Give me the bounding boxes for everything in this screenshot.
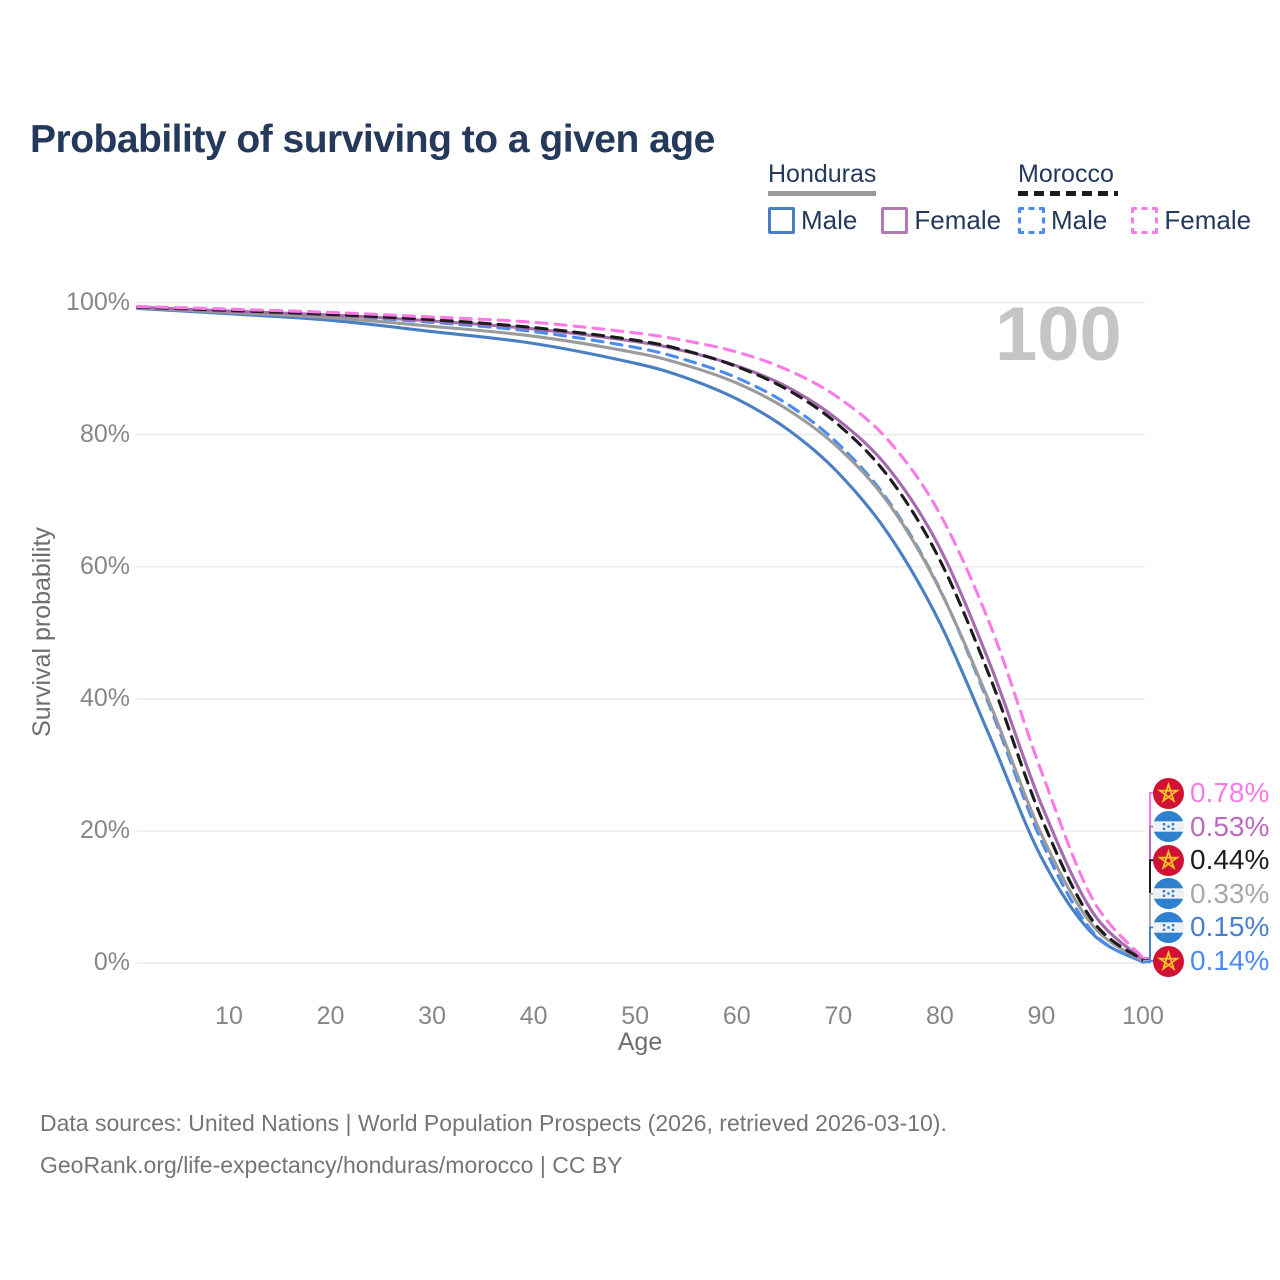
morocco-female-swatch[interactable] [1131, 207, 1159, 234]
morocco-dashed-line-swatch [1018, 191, 1118, 196]
y-tick-label: 100% [66, 287, 130, 316]
series-line-morocco-male [136, 306, 1145, 964]
legend-items-honduras: Male Female [768, 205, 1025, 236]
end-label-row-morocco-female: 0.78% [1153, 777, 1269, 809]
end-label-value: 0.15% [1190, 911, 1270, 943]
legend-country-morocco: Morocco [1018, 160, 1114, 188]
chart-title: Probability of surviving to a given age [30, 118, 715, 162]
morocco-flag-icon [1153, 777, 1184, 809]
legend-item-label: Male [1051, 205, 1108, 235]
y-tick-label: 0% [93, 948, 130, 977]
x-axis-title: Age [617, 1028, 663, 1056]
honduras-flag-icon [1153, 811, 1184, 843]
source-attribution: Data sources: United Nations | World Pop… [40, 1103, 947, 1187]
source-line-1: Data sources: United Nations | World Pop… [40, 1110, 947, 1136]
legend-item-label: Female [914, 205, 1002, 235]
end-label-row-morocco-male: 0.14% [1153, 945, 1269, 977]
series-line-honduras-both-sexes [136, 306, 1145, 963]
x-tick-label: 30 [418, 1002, 446, 1030]
morocco-male-swatch[interactable] [1018, 207, 1045, 234]
honduras-solid-line-swatch [768, 191, 876, 196]
series-line-honduras-female [136, 305, 1145, 962]
x-tick-label: 10 [215, 1002, 243, 1030]
y-tick-label: 80% [79, 419, 130, 448]
legend-group-morocco: Morocco Male Female [1018, 160, 1275, 236]
series-line-honduras-male [136, 306, 1145, 964]
legend-group-honduras: Honduras Male Female [768, 160, 1025, 236]
x-tick-label: 100 [1122, 1002, 1164, 1030]
series-line-morocco-female [136, 304, 1145, 960]
survival-chart-plot [136, 301, 1157, 964]
legend-item-morocco-male[interactable]: Male [1018, 205, 1107, 236]
morocco-flag-icon [1153, 844, 1184, 876]
end-label-value: 0.33% [1190, 877, 1270, 909]
morocco-flag-icon [1153, 945, 1184, 977]
legend-item-honduras-female[interactable]: Female [881, 205, 1001, 236]
end-label-value: 0.78% [1190, 777, 1270, 808]
legend-item-label: Female [1164, 205, 1252, 235]
end-label-value: 0.44% [1190, 844, 1270, 876]
x-tick-label: 80 [925, 1002, 954, 1030]
series-line-morocco-both-sexes [136, 305, 1145, 962]
y-tick-label: 20% [79, 815, 130, 844]
honduras-male-swatch[interactable] [768, 207, 795, 234]
end-label-value: 0.14% [1190, 945, 1270, 976]
honduras-female-swatch[interactable] [881, 207, 909, 234]
x-tick-label: 20 [316, 1002, 345, 1030]
y-axis-title: Survival probability [28, 527, 56, 737]
x-tick-label: 70 [824, 1002, 853, 1030]
y-tick-label: 60% [79, 551, 130, 580]
honduras-flag-icon [1153, 911, 1184, 943]
y-tick-label: 40% [79, 683, 130, 712]
end-label-row-honduras-male: 0.15% [1153, 911, 1269, 943]
end-label-value: 0.53% [1190, 810, 1270, 842]
legend-item-label: Male [801, 205, 858, 235]
x-tick-label: 90 [1027, 1002, 1056, 1030]
x-tick-label: 40 [519, 1002, 548, 1030]
age-watermark: 100 [995, 292, 1122, 377]
end-label-row-honduras-both-sexes: 0.33% [1153, 878, 1269, 910]
honduras-flag-icon [1153, 878, 1184, 910]
source-line-2: GeoRank.org/life-expectancy/honduras/mor… [40, 1151, 623, 1178]
legend-country-honduras: Honduras [768, 160, 877, 188]
legend-item-honduras-male[interactable]: Male [768, 205, 857, 236]
end-label-row-honduras-female: 0.53% [1153, 811, 1269, 843]
end-label-row-morocco-both-sexes: 0.44% [1153, 844, 1269, 876]
x-tick-label: 50 [621, 1002, 650, 1030]
x-tick-label: 60 [722, 1002, 751, 1030]
legend-item-morocco-female[interactable]: Female [1131, 205, 1251, 236]
legend-items-morocco: Male Female [1018, 205, 1275, 236]
